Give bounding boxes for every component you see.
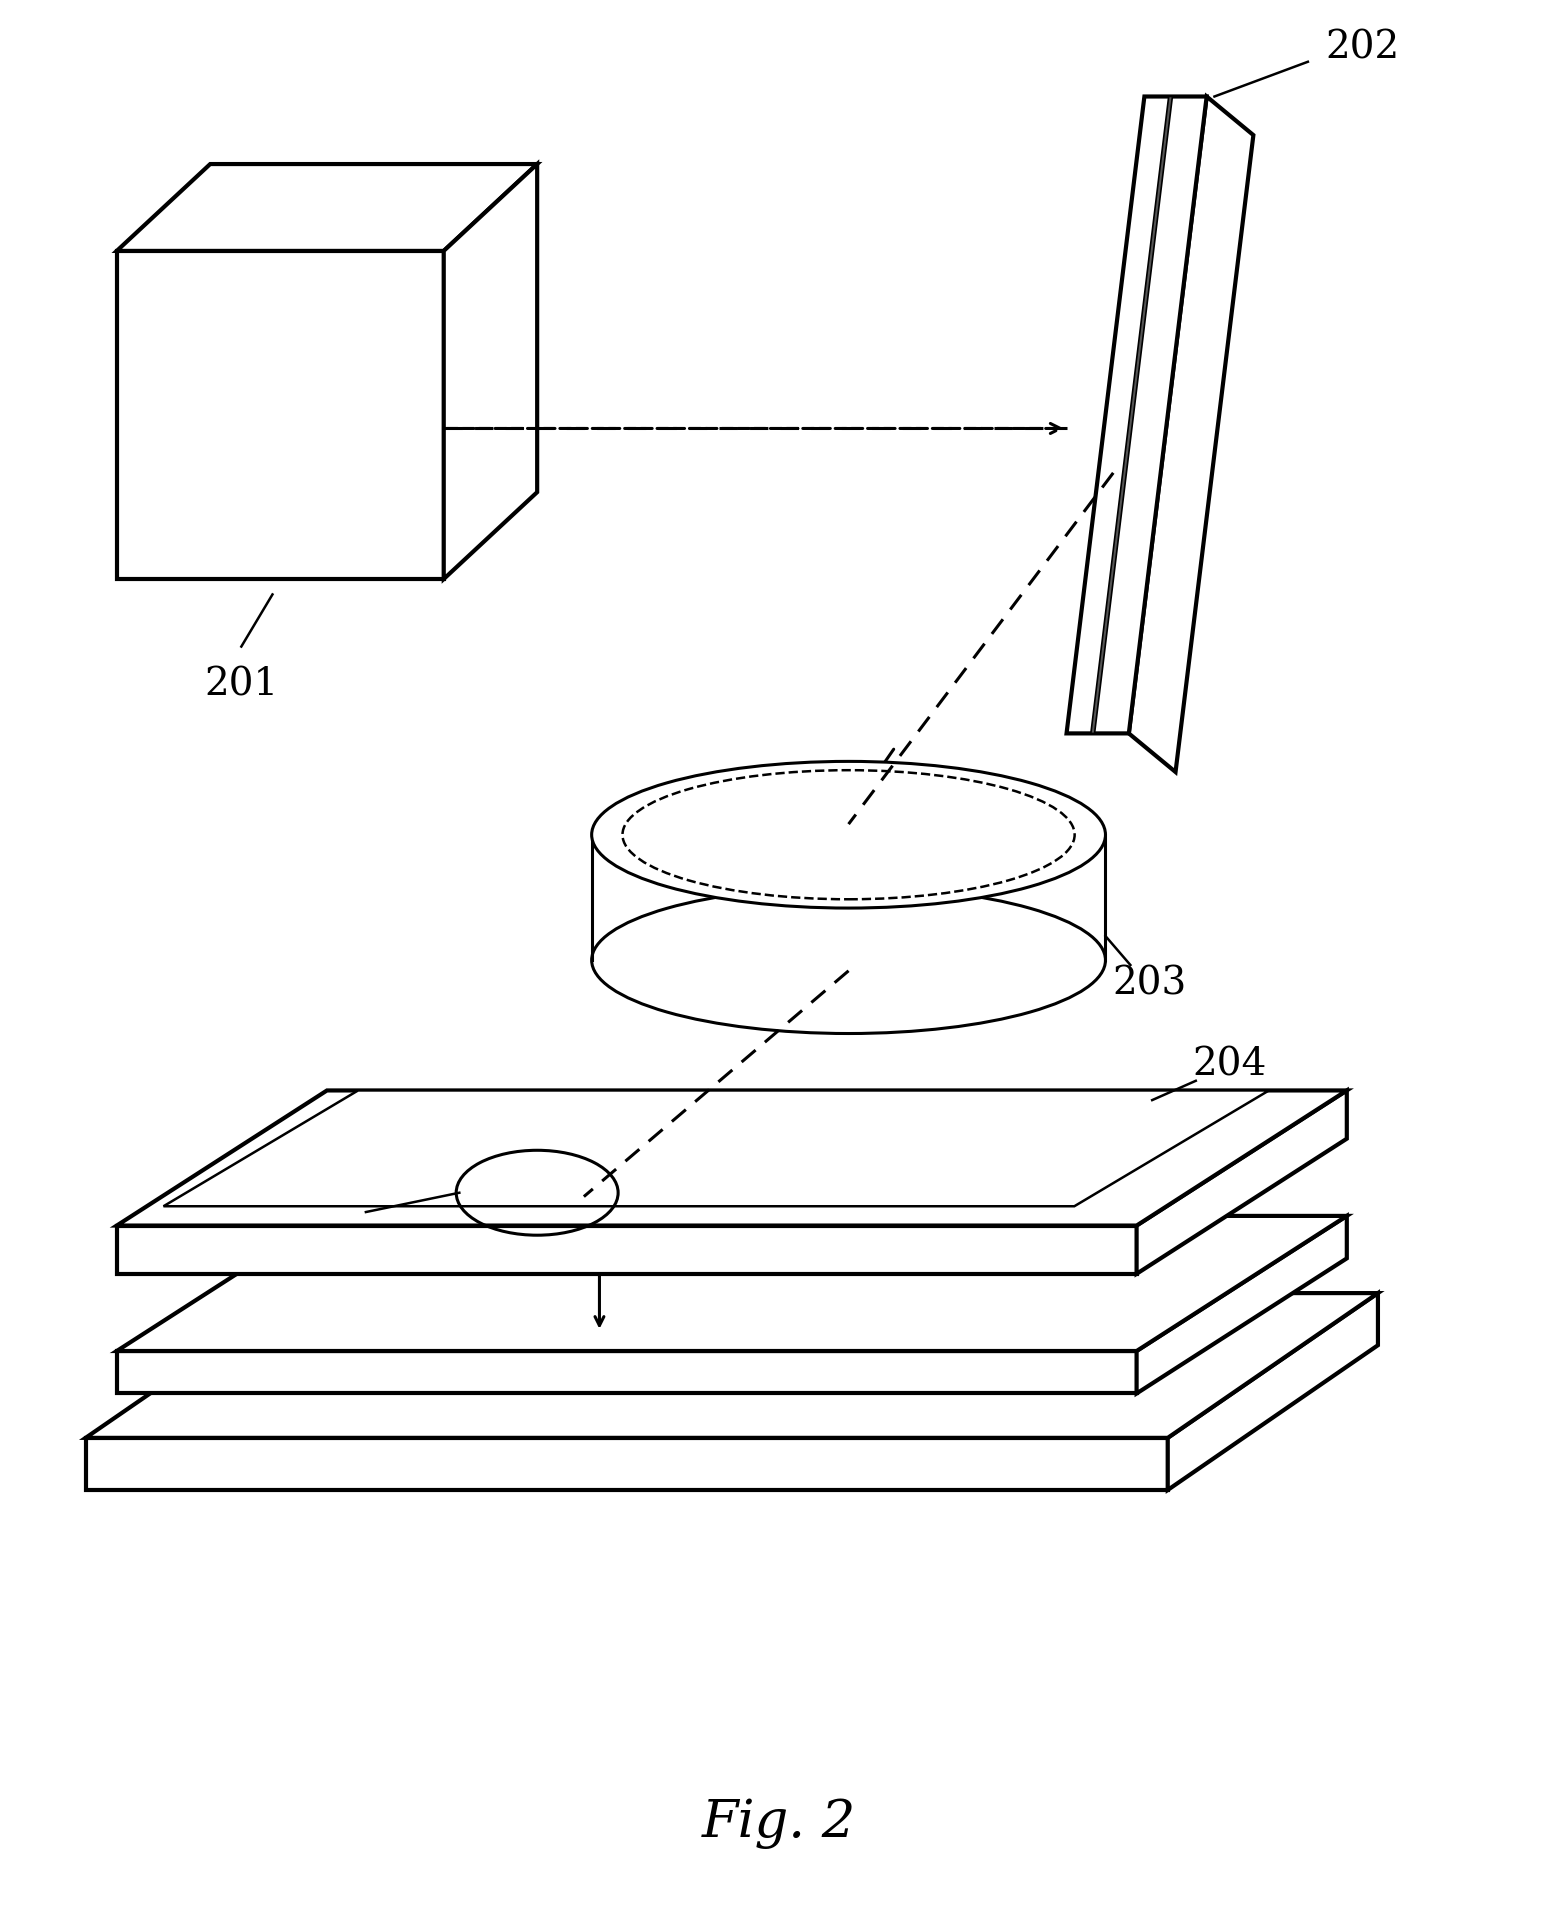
Text: 204: 204 bbox=[1193, 1046, 1267, 1085]
Polygon shape bbox=[117, 1226, 1137, 1274]
Polygon shape bbox=[1129, 96, 1253, 772]
Text: 203: 203 bbox=[1112, 965, 1186, 1004]
Polygon shape bbox=[1067, 96, 1207, 733]
Polygon shape bbox=[117, 1216, 1347, 1351]
Text: Fig. 2: Fig. 2 bbox=[701, 1799, 856, 1849]
Polygon shape bbox=[117, 251, 444, 579]
Text: 201: 201 bbox=[204, 666, 279, 704]
Polygon shape bbox=[444, 164, 537, 579]
Text: 202: 202 bbox=[1325, 29, 1400, 68]
Polygon shape bbox=[117, 1090, 1347, 1226]
Polygon shape bbox=[1168, 1293, 1378, 1490]
Polygon shape bbox=[86, 1438, 1168, 1490]
Text: 205: 205 bbox=[251, 1200, 325, 1239]
Ellipse shape bbox=[592, 762, 1105, 909]
Polygon shape bbox=[86, 1293, 1378, 1438]
Polygon shape bbox=[1091, 96, 1172, 733]
Polygon shape bbox=[163, 1090, 1269, 1206]
Polygon shape bbox=[1137, 1216, 1347, 1393]
Polygon shape bbox=[1137, 1090, 1347, 1274]
Polygon shape bbox=[117, 1351, 1137, 1393]
Polygon shape bbox=[117, 164, 537, 251]
Ellipse shape bbox=[592, 886, 1105, 1034]
